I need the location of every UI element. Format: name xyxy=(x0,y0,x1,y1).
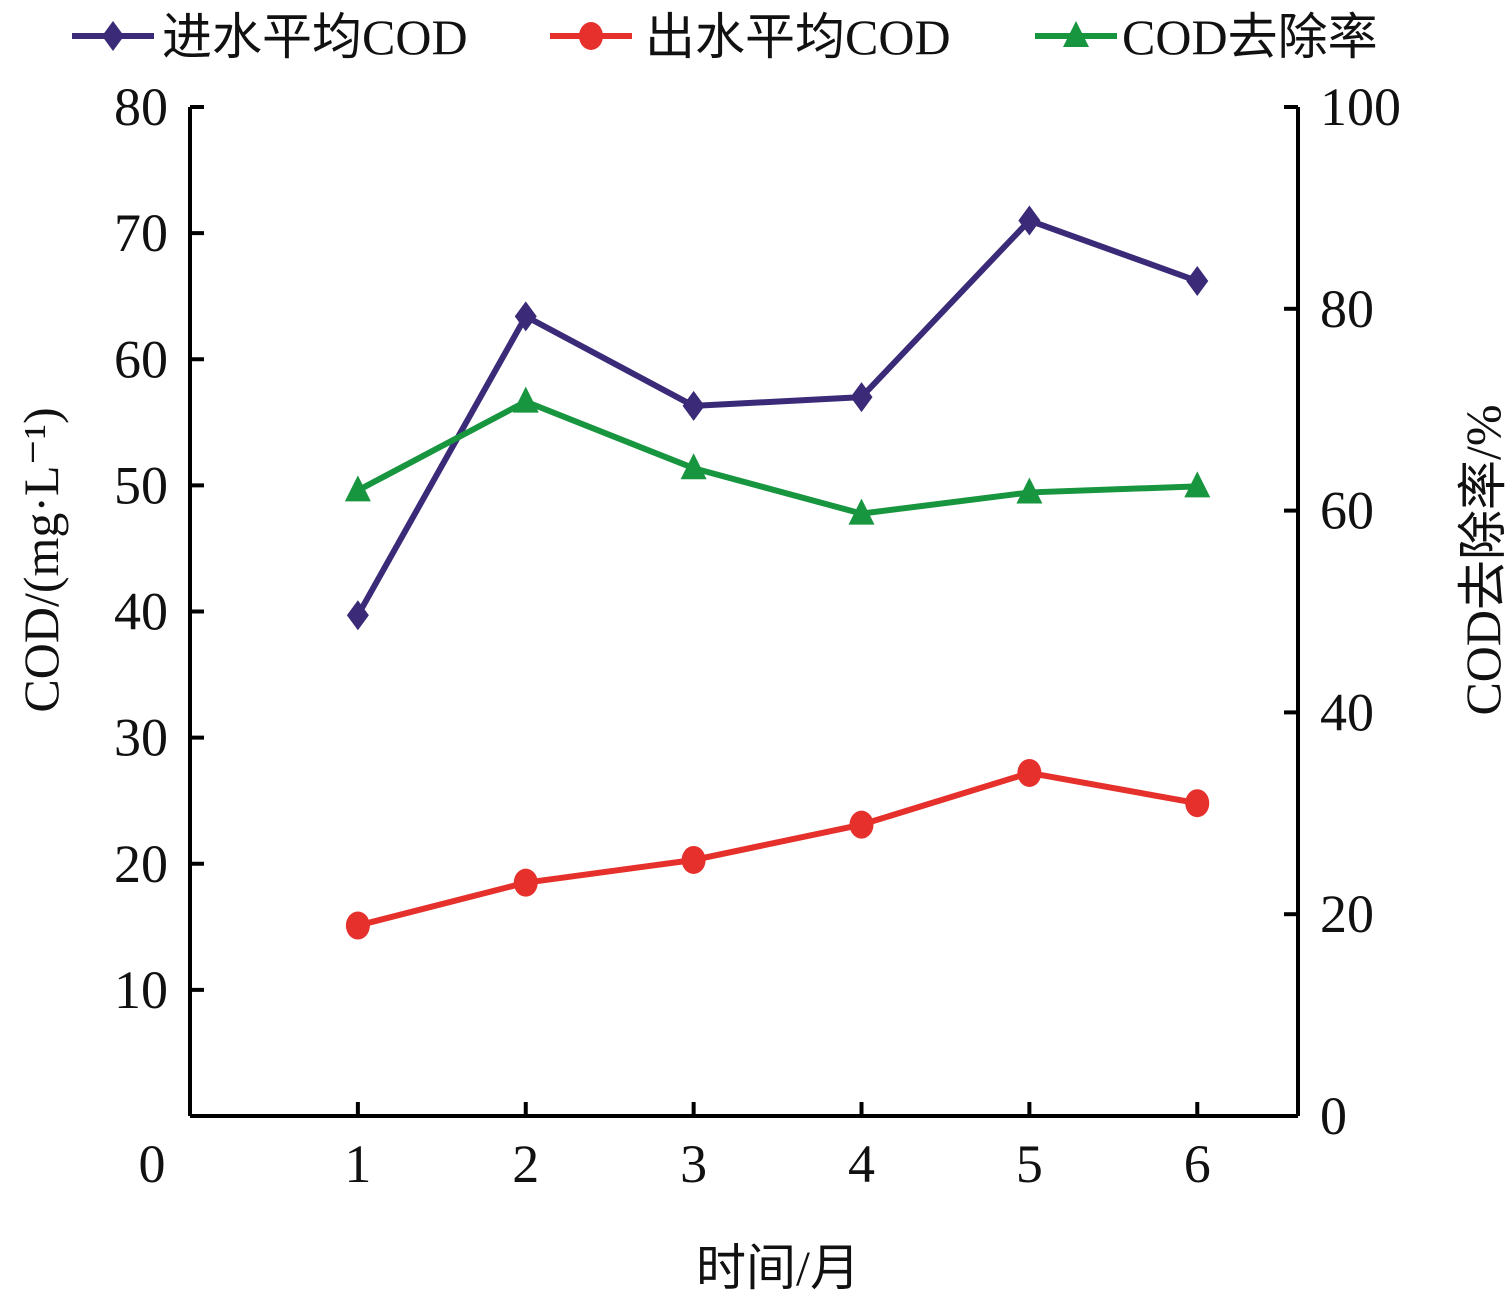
data-point-triangle xyxy=(680,453,707,480)
data-point-diamond xyxy=(682,390,705,421)
data-point-diamond xyxy=(514,301,537,332)
legend-label: 进水平均COD xyxy=(162,9,468,65)
legend-marker-triangle xyxy=(1063,21,1089,47)
data-point-diamond xyxy=(850,382,873,413)
y-tick-label: 50 xyxy=(114,455,168,515)
series-0 xyxy=(346,205,1209,631)
x-axis-label: 时间/月 xyxy=(696,1240,860,1296)
y-tick-label: 60 xyxy=(114,329,168,389)
data-point-circle xyxy=(849,810,874,839)
legend-item: 进水平均COD xyxy=(72,9,468,65)
legend-item: 出水平均COD xyxy=(550,9,951,65)
series-2 xyxy=(344,386,1211,525)
data-point-circle xyxy=(1185,789,1210,818)
y2-tick-label: 100 xyxy=(1320,77,1401,137)
data-point-triangle xyxy=(848,498,875,525)
y2-tick-label: 40 xyxy=(1320,682,1374,742)
x-tick-label: 6 xyxy=(1184,1134,1211,1194)
series-line xyxy=(355,217,1199,617)
y2-tick-label: 0 xyxy=(1320,1086,1347,1146)
x-tick-label: 3 xyxy=(680,1134,707,1194)
data-point-triangle xyxy=(1184,471,1211,498)
series-line xyxy=(357,769,1198,929)
y-tick-label: 40 xyxy=(114,582,168,642)
data-point-circle xyxy=(681,845,706,874)
legend-marker-diamond xyxy=(102,21,124,51)
x-tick-label: 0 xyxy=(139,1134,166,1194)
legend: 进水平均COD 出水平均COD COD去除率 xyxy=(72,9,1378,65)
x-tick-label: 1 xyxy=(344,1134,371,1194)
data-point-circle xyxy=(1017,758,1042,787)
data-point-diamond xyxy=(1018,205,1041,236)
x-tick-label: 4 xyxy=(848,1134,875,1194)
y-tick-label: 80 xyxy=(114,77,168,137)
x-tick-label: 5 xyxy=(1016,1134,1043,1194)
x-tick-label: 2 xyxy=(512,1134,539,1194)
y-tick-label: 20 xyxy=(114,834,168,894)
data-point-triangle xyxy=(344,475,371,502)
y2-axis-label: COD去除率/% xyxy=(1455,404,1511,715)
y-tick-label: 10 xyxy=(114,960,168,1020)
legend-marker-circle xyxy=(579,22,603,50)
legend-item: COD去除率 xyxy=(1035,9,1378,65)
data-point-diamond xyxy=(1186,266,1209,297)
y2-tick-label: 80 xyxy=(1320,279,1374,339)
y-tick-label: 30 xyxy=(114,708,168,768)
y2-tick-label: 20 xyxy=(1320,884,1374,944)
legend-label: COD去除率 xyxy=(1122,9,1378,65)
data-point-diamond xyxy=(346,600,369,631)
data-point-circle xyxy=(345,911,370,940)
series-layer xyxy=(344,205,1211,940)
y-tick-label: 70 xyxy=(114,203,168,263)
series-1 xyxy=(345,758,1210,940)
legend-label: 出水平均COD xyxy=(645,9,951,65)
data-point-circle xyxy=(513,868,538,897)
y2-tick-label: 60 xyxy=(1320,481,1374,541)
y-axis-label: COD/(mg·L⁻¹) xyxy=(13,407,69,712)
data-point-triangle xyxy=(512,386,539,413)
data-point-triangle xyxy=(1016,477,1043,504)
axes: 10 20 30 40 50 60 70 80 0 20 40 60 80 100 0 1 2 3 4 5 6 xyxy=(114,77,1401,1194)
series-line xyxy=(356,398,1198,517)
